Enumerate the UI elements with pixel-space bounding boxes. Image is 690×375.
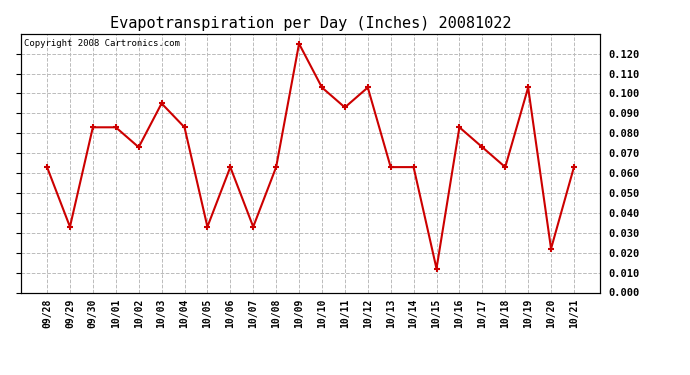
Text: Copyright 2008 Cartronics.com: Copyright 2008 Cartronics.com (23, 39, 179, 48)
Title: Evapotranspiration per Day (Inches) 20081022: Evapotranspiration per Day (Inches) 2008… (110, 16, 511, 31)
